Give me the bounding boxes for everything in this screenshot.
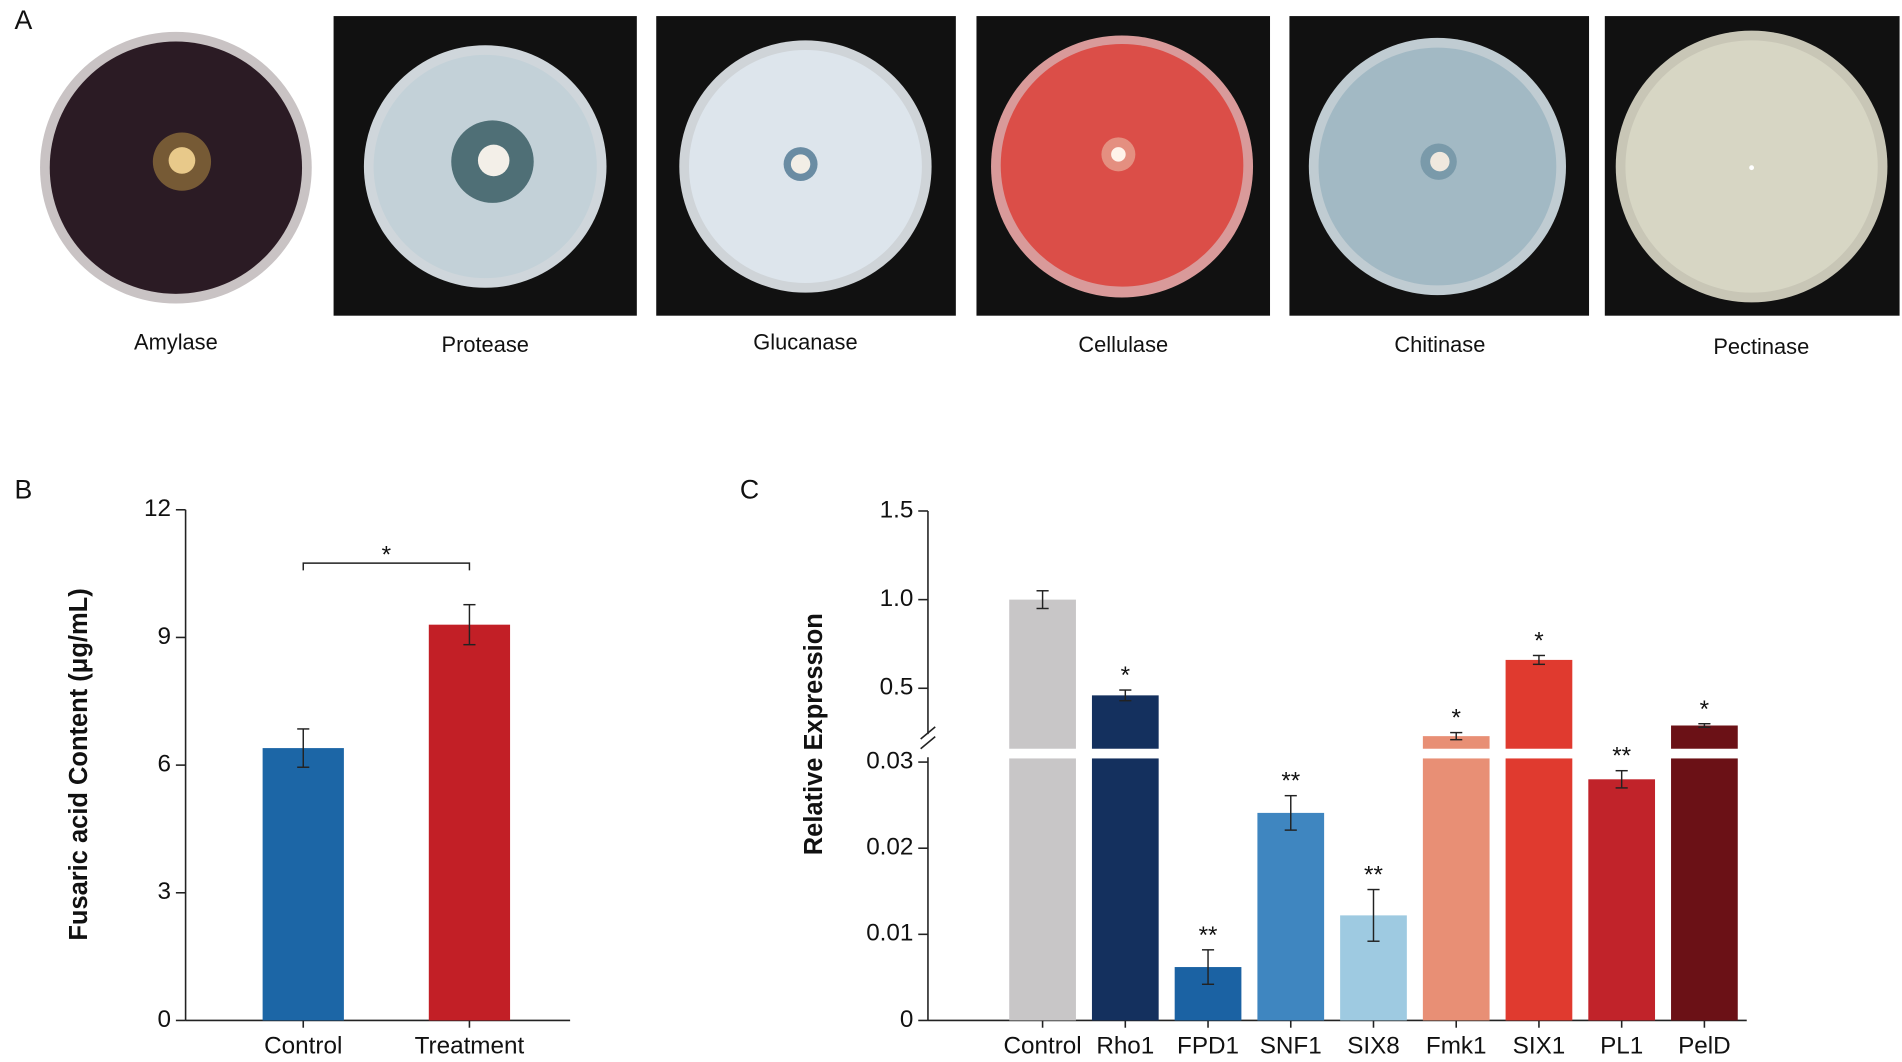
significance-label: * bbox=[1700, 696, 1710, 723]
x-tick-label: Control bbox=[1003, 1033, 1081, 1060]
plate-cellulase bbox=[976, 16, 1271, 316]
x-tick-label: PL1 bbox=[1600, 1033, 1643, 1060]
y-axis-label: Relative Expression bbox=[800, 613, 828, 855]
plate-amylase bbox=[40, 31, 312, 304]
y-tick-label: 1.0 bbox=[880, 585, 914, 612]
bar bbox=[1505, 659, 1573, 1021]
plate-protease bbox=[333, 16, 637, 316]
x-tick-label: Fmk1 bbox=[1426, 1033, 1487, 1060]
bar bbox=[262, 748, 344, 1021]
y-tick-label: 0 bbox=[900, 1006, 914, 1033]
axis-break bbox=[920, 726, 936, 740]
plate-chitinase bbox=[1289, 16, 1590, 316]
bar bbox=[428, 624, 511, 1021]
x-tick-label: PelD bbox=[1678, 1033, 1731, 1060]
y-tick-label: 0.03 bbox=[866, 747, 913, 774]
plate-label: Amylase bbox=[134, 329, 218, 354]
x-tick-label: Rho1 bbox=[1096, 1033, 1154, 1060]
bar bbox=[1422, 736, 1490, 1021]
significance-label: * bbox=[1452, 705, 1462, 732]
y-tick-label: 6 bbox=[158, 751, 172, 778]
y-tick-label: 0.02 bbox=[866, 834, 913, 861]
x-tick-label: SIX1 bbox=[1513, 1033, 1566, 1060]
y-tick-label: 3 bbox=[158, 878, 172, 905]
plate-pectinase bbox=[1604, 16, 1900, 316]
y-tick-label: 0.01 bbox=[866, 920, 913, 947]
y-axis-label: Fusaric acid Content (μg/mL) bbox=[65, 588, 93, 940]
panel-label: B bbox=[15, 475, 33, 505]
y-tick-label: 1.5 bbox=[880, 496, 914, 523]
plate-label: Glucanase bbox=[753, 329, 857, 354]
significance-label: ** bbox=[1612, 743, 1631, 770]
significance-label: * bbox=[1121, 662, 1131, 689]
significance-bracket bbox=[302, 562, 471, 571]
significance-label: ** bbox=[1281, 768, 1300, 795]
bar bbox=[1091, 695, 1159, 1021]
axis-break-gap bbox=[1008, 748, 1078, 759]
significance-label: ** bbox=[1364, 862, 1383, 889]
y-tick-label: 0 bbox=[158, 1006, 172, 1033]
x-tick-label: SIX8 bbox=[1347, 1033, 1400, 1060]
panel-label: A bbox=[15, 5, 33, 35]
y-tick-label: 12 bbox=[144, 495, 171, 522]
x-tick-label: Treatment bbox=[415, 1033, 525, 1060]
bar bbox=[1588, 779, 1656, 1021]
plate-label: Cellulase bbox=[1078, 332, 1168, 357]
significance-label: * bbox=[1534, 628, 1544, 655]
y-tick-label: 0.5 bbox=[880, 674, 914, 701]
plate-label: Protease bbox=[442, 332, 529, 357]
bar bbox=[1257, 812, 1325, 1021]
significance-label: * bbox=[382, 541, 392, 568]
axis-break-gap bbox=[1421, 748, 1491, 759]
axis-break-gap bbox=[1090, 748, 1160, 759]
x-tick-label: Control bbox=[264, 1033, 342, 1060]
bar bbox=[1671, 725, 1738, 1021]
significance-label: ** bbox=[1199, 922, 1218, 949]
x-tick-label: SNF1 bbox=[1260, 1033, 1322, 1060]
plate-label: Chitinase bbox=[1394, 332, 1485, 357]
axis-break bbox=[920, 735, 936, 750]
panel-label: C bbox=[740, 475, 759, 505]
bar bbox=[1009, 599, 1076, 1021]
y-tick-label: 9 bbox=[158, 623, 172, 650]
x-tick-label: FPD1 bbox=[1177, 1033, 1239, 1060]
plate-glucanase bbox=[656, 16, 956, 316]
axis-break-gap bbox=[1669, 748, 1739, 759]
plate-label: Pectinase bbox=[1713, 334, 1809, 359]
axis-break-gap bbox=[1504, 748, 1574, 759]
